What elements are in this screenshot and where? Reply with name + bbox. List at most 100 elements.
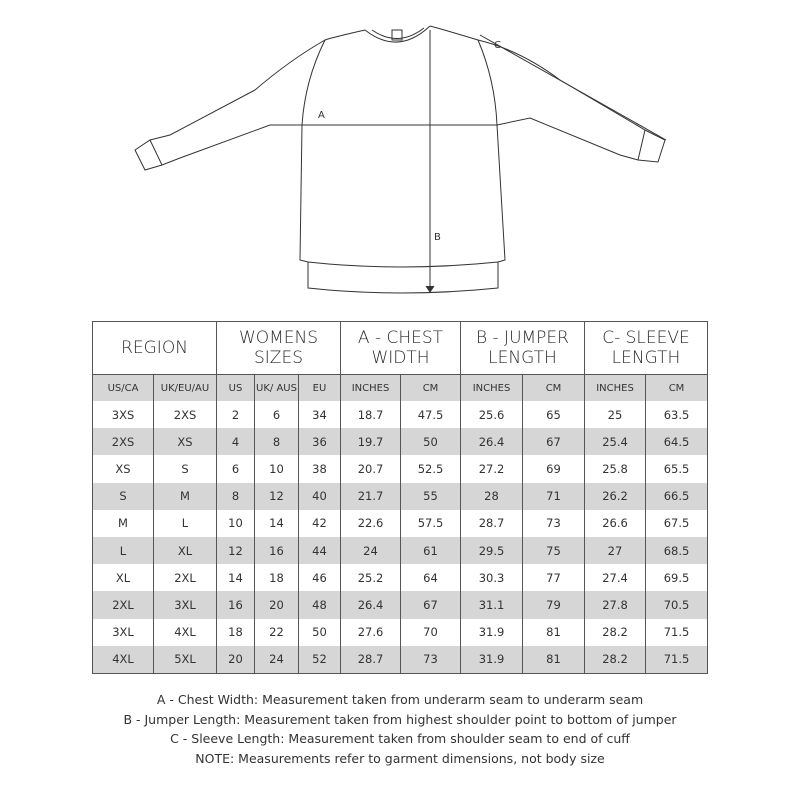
table-cell: 4XL: [92, 645, 154, 674]
table-cell: 77: [522, 564, 585, 592]
table-cell: 69.5: [645, 564, 708, 592]
subheader-cell: CM: [522, 374, 585, 401]
table-cell: 52.5: [400, 455, 461, 483]
header-row: REGION WOMENS SIZES A - CHEST WIDTH B - JUM…: [92, 321, 708, 375]
table-cell: 18.7: [340, 401, 401, 429]
subheader-cell: US/CA: [92, 374, 154, 401]
table-cell: 67: [522, 428, 585, 456]
table-cell: 14: [254, 509, 299, 537]
table-cell: 50: [298, 618, 341, 646]
table-cell: 31.1: [460, 591, 523, 619]
size-chart-table: REGION WOMENS SIZES A - CHEST WIDTH B - JUM…: [92, 321, 708, 674]
table-cell: 81: [522, 618, 585, 646]
table-cell: 31.9: [460, 645, 523, 674]
note-length: B - Jumper Length: Measurement taken fro…: [123, 711, 677, 727]
note-chest: A - Chest Width: Measurement taken from …: [156, 692, 644, 707]
table-cell: 12: [254, 482, 299, 510]
table-cell: 27: [584, 536, 646, 565]
table-cell: 67: [400, 591, 461, 619]
table-cell: 40: [298, 482, 341, 510]
subheader-cell: CM: [645, 374, 708, 401]
table-cell: 73: [400, 645, 461, 674]
table-cell: 30.3: [460, 564, 523, 592]
table-cell: 28.2: [584, 618, 646, 646]
table-cell: 4XL: [153, 618, 217, 646]
table-cell: 5XL: [153, 645, 217, 674]
table-row: M L 10 14 42 22.6 57.5 28.7 73 26.6 67.5: [92, 509, 708, 537]
table-cell: XS: [153, 428, 217, 456]
table-cell: 75: [522, 536, 585, 565]
measure-b-arrow: [425, 285, 435, 293]
table-cell: 16: [216, 591, 255, 619]
column-header: REGION: [92, 321, 217, 375]
table-cell: 3XL: [92, 618, 154, 646]
table-cell: 81: [522, 645, 585, 674]
table-cell: XL: [92, 564, 154, 592]
table-cell: 47.5: [400, 401, 461, 429]
measurement-notes: A - Chest Width: Measurement taken from …: [0, 690, 800, 768]
table-cell: 22.6: [340, 509, 401, 537]
table-cell: 29.5: [460, 536, 523, 565]
table-cell: 10: [216, 509, 255, 537]
subheader-cell: INCHES: [340, 374, 401, 401]
table-cell: 8: [254, 428, 299, 456]
table-cell: 25.6: [460, 401, 523, 429]
table-cell: 26.2: [584, 482, 646, 510]
table-cell: 28.7: [340, 645, 401, 674]
table-cell: 71.5: [645, 645, 708, 674]
neck-label: [391, 29, 403, 41]
table-cell: 61: [400, 536, 461, 565]
column-header: B - JUMPER LENGTH: [460, 321, 585, 375]
table-cell: 55: [400, 482, 461, 510]
table-cell: 69: [522, 455, 585, 483]
table-cell: 46: [298, 564, 341, 592]
table-cell: 66.5: [645, 482, 708, 510]
note-sleeve: C - Sleeve Length: Measurement taken fro…: [170, 731, 630, 746]
table-cell: 2XL: [153, 564, 217, 592]
subheader-cell: INCHES: [460, 374, 523, 401]
table-cell: M: [92, 509, 154, 537]
table-cell: M: [153, 482, 217, 510]
right-sleeve: [477, 39, 666, 163]
column-header: C- SLEEVE LENGTH: [584, 321, 708, 375]
table-cell: 36: [298, 428, 341, 456]
table-cell: 26.4: [460, 428, 523, 456]
subheader-row: US/CA UK/EU/AU US UK/ AUS EU INCHES CM INCHES CM…: [92, 374, 708, 401]
table-cell: 28: [460, 482, 523, 510]
garment-body: [299, 25, 506, 294]
table-cell: 25.2: [340, 564, 401, 592]
table-cell: 24: [340, 536, 401, 565]
table-cell: L: [92, 536, 154, 565]
measure-c-line: [479, 34, 667, 141]
subheader-cell: INCHES: [584, 374, 646, 401]
table-cell: 31.9: [460, 618, 523, 646]
subheader-cell: US: [216, 374, 255, 401]
subheader-cell: UK/EU/AU: [153, 374, 217, 401]
table-cell: 68.5: [645, 536, 708, 565]
table-cell: S: [92, 482, 154, 510]
table-cell: 16: [254, 536, 299, 565]
table-cell: S: [153, 455, 217, 483]
table-cell: 48: [298, 591, 341, 619]
table-cell: 27.6: [340, 618, 401, 646]
table-row: 2XS XS 4 8 36 19.7 50 26.4 67 25.4 64.5: [92, 428, 708, 456]
label-a: A: [318, 110, 325, 121]
table-row: S M 8 12 40 21.7 55 28 71 26.2 66.5: [92, 482, 708, 510]
table-row: XL 2XL 14 18 46 25.2 64 30.3 77 27.4 69.5: [92, 564, 708, 592]
table-cell: 42: [298, 509, 341, 537]
table-cell: 63.5: [645, 401, 708, 429]
table-cell: 2: [216, 401, 255, 429]
table-cell: 28.2: [584, 645, 646, 674]
table-row: 3XL 4XL 18 22 50 27.6 70 31.9 81 28.2 71.5: [92, 618, 708, 646]
table-cell: 2XL: [92, 591, 154, 619]
left-cuff: [149, 139, 163, 166]
table-cell: 25.4: [584, 428, 646, 456]
table-cell: 2XS: [153, 401, 217, 429]
table-cell: 18: [254, 564, 299, 592]
table-cell: 27.2: [460, 455, 523, 483]
label-c: C: [494, 40, 501, 51]
table-cell: 3XS: [92, 401, 154, 429]
table-cell: 73: [522, 509, 585, 537]
table-cell: 79: [522, 591, 585, 619]
table-cell: 64.5: [645, 428, 708, 456]
